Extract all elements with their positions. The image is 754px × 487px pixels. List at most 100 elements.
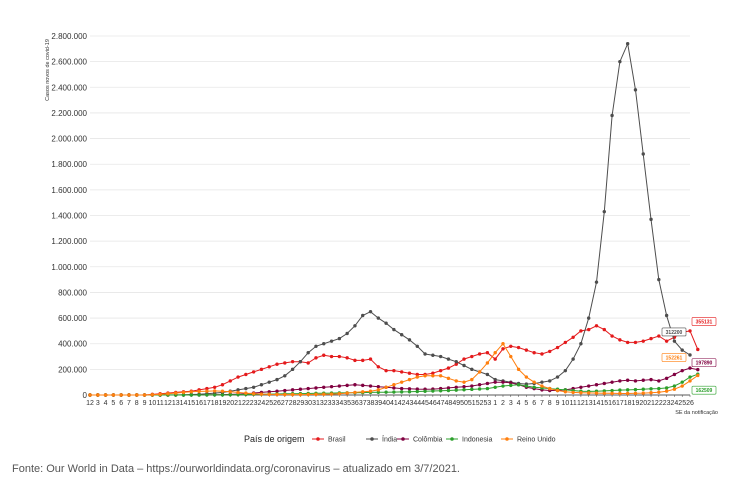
data-point (470, 367, 474, 372)
data-point (212, 393, 217, 397)
x-tick-label: 25 (678, 400, 686, 407)
data-point (399, 370, 404, 374)
x-tick-label: 19 (632, 400, 640, 407)
data-point (259, 367, 264, 372)
legend-label-4: Reino Unido (517, 437, 556, 444)
data-point (540, 384, 544, 388)
data-point (664, 376, 669, 381)
x-tick-label: 34 (335, 400, 343, 407)
end-label-box (691, 317, 717, 326)
x-tick-label: 46 (429, 400, 437, 407)
data-point (587, 384, 591, 388)
y-tick-label: 2.200.000 (51, 109, 87, 118)
data-point (353, 383, 357, 387)
data-point (610, 380, 614, 384)
y-tick-label: 2.600.000 (51, 58, 87, 67)
data-point (220, 393, 225, 397)
data-point (337, 392, 342, 396)
data-point (329, 339, 334, 343)
data-point (392, 327, 396, 332)
data-point (571, 357, 575, 361)
data-point (680, 348, 684, 352)
grid-lines (90, 35, 690, 370)
data-point (345, 331, 349, 336)
data-point (625, 41, 630, 46)
x-tick-label: 43 (406, 400, 414, 407)
x-tick-label: 17 (616, 400, 624, 407)
data-point (329, 392, 334, 396)
data-point (501, 342, 505, 346)
x-tick-label: 33 (328, 400, 336, 407)
data-point (501, 380, 505, 384)
data-point (602, 209, 606, 214)
data-point (251, 392, 256, 396)
data-point (306, 392, 310, 397)
data-point (462, 388, 466, 392)
data-point (283, 388, 287, 393)
data-point (423, 374, 427, 378)
x-tick-label: 41 (390, 400, 398, 407)
data-point (633, 88, 638, 92)
x-tick-label: 10 (148, 400, 156, 407)
data-point (579, 385, 583, 390)
data-point (345, 356, 349, 360)
data-point (664, 339, 669, 343)
data-point (361, 358, 365, 363)
data-point (150, 393, 155, 397)
x-tick-label: 45 (421, 400, 429, 407)
data-point (361, 383, 365, 388)
data-point (322, 385, 326, 390)
data-point (205, 393, 209, 397)
series-line (90, 41, 691, 396)
x-tick-label: 26 (686, 400, 694, 407)
data-point (555, 345, 560, 350)
x-tick-label: 13 (172, 400, 180, 407)
x-tick-label: 3 (509, 400, 513, 407)
data-point (384, 390, 388, 394)
x-tick-label: 36 (351, 400, 359, 407)
series-0 (88, 324, 700, 397)
data-point (415, 375, 419, 379)
data-point (446, 388, 451, 393)
x-tick-label: 22 (655, 400, 663, 407)
data-point (446, 376, 451, 381)
data-point (329, 384, 334, 389)
data-point (407, 377, 412, 382)
data-point (392, 383, 396, 387)
x-tick-label: 29 (296, 400, 304, 407)
data-point (641, 339, 645, 343)
data-point (594, 324, 599, 328)
data-point (696, 347, 700, 352)
x-tick-label: 38 (367, 400, 375, 407)
data-point (275, 377, 279, 382)
data-point (314, 386, 318, 390)
data-point (509, 383, 513, 388)
data-point (470, 377, 474, 382)
x-tick-label: 22 (242, 400, 250, 407)
data-point (368, 309, 373, 314)
data-point (493, 377, 497, 382)
data-point (166, 392, 170, 396)
data-point (345, 383, 349, 388)
x-tick-label: 9 (143, 400, 147, 407)
data-point (205, 389, 209, 393)
y-tick-label: 2.000.000 (51, 135, 87, 144)
data-point (376, 365, 381, 369)
legend-label-1: Índia (382, 435, 397, 444)
data-point (477, 387, 482, 391)
x-tick-label: 11 (156, 400, 163, 407)
x-tick-label: 21 (234, 400, 242, 407)
data-point (571, 335, 575, 340)
data-point (322, 342, 326, 346)
data-point (438, 389, 443, 393)
data-point (181, 390, 186, 395)
x-tick-label: 5 (111, 400, 115, 407)
x-tick-label: 8 (135, 400, 139, 407)
data-point (462, 357, 466, 361)
data-point (353, 390, 357, 395)
data-point (438, 374, 443, 378)
data-point (220, 389, 225, 393)
x-tick-label: 25 (265, 400, 273, 407)
data-point (306, 361, 310, 365)
x-tick-label: 40 (382, 400, 390, 407)
